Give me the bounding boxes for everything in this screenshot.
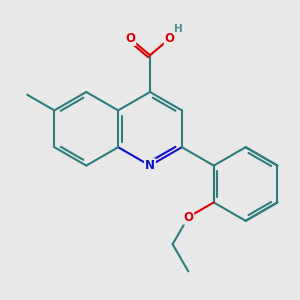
Text: O: O [183,211,193,224]
Text: N: N [145,159,155,172]
Text: O: O [165,32,175,45]
Text: O: O [125,32,135,45]
Text: H: H [174,24,182,34]
